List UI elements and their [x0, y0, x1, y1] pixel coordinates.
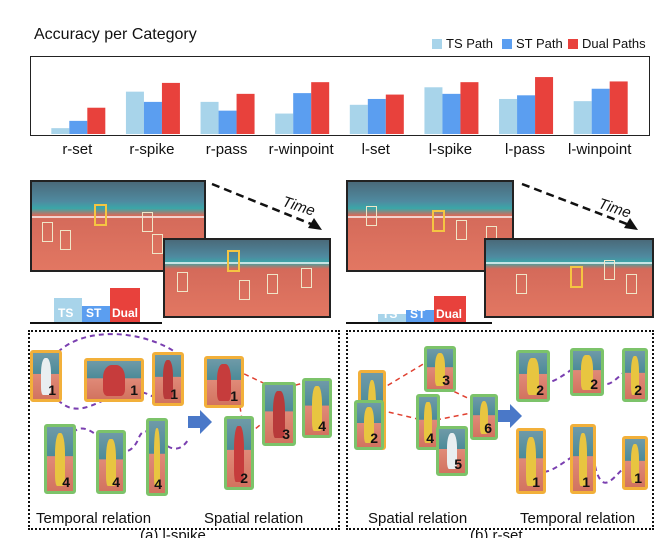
bar-r-spike-dual-paths: [161, 82, 180, 134]
player-crop-l5: 4: [96, 430, 126, 494]
bar-l-set-dual-paths: [385, 94, 404, 134]
spatial-caption-left: Spatial relation: [204, 510, 304, 527]
mini-chart-left: TS ST Dual: [30, 280, 162, 324]
legend-swatch-ts: [432, 38, 442, 49]
player-crop-r12: 1: [622, 436, 648, 490]
time-arrow-left: [211, 182, 322, 230]
spatial-caption-right: Spatial relation: [368, 510, 468, 527]
category-label-l-winpoint: l-winpoint: [568, 141, 632, 158]
mini-chart-right: TS ST Dual: [346, 280, 492, 324]
player-crop-r10: 1: [516, 428, 546, 494]
legend-label-ts: TS Path: [446, 36, 493, 51]
relation-links-right: [379, 359, 647, 484]
mini-bar-dual-left: [110, 288, 140, 322]
mini-bar-st-left: [82, 306, 110, 322]
bar-l-spike-dual-paths: [460, 82, 479, 134]
player-crop-l10: 4: [302, 378, 332, 438]
bar-r-spike-ts-path: [125, 91, 144, 134]
video-frame-right-2: [484, 238, 654, 318]
category-label-l-spike: l-spike: [428, 141, 473, 158]
player-crop-l7: 1: [204, 356, 244, 408]
bar-r-pass-dual-paths: [236, 93, 255, 134]
category-label-r-set: r-set: [62, 141, 93, 158]
legend-item-dual: Dual Paths: [568, 36, 646, 51]
player-crop-r2: 2: [354, 400, 384, 450]
legend-item-st: ST Path: [502, 36, 563, 51]
category-label-r-winpoint: r-winpoint: [268, 141, 334, 158]
mini-bar-ts-right: [378, 314, 406, 322]
player-crop-l8: 2: [224, 416, 254, 490]
relation-panel-right: [346, 330, 654, 530]
bar-r-set-ts-path: [51, 128, 70, 134]
bar-l-pass-st-path: [517, 95, 536, 134]
bar-l-winpoint-st-path: [591, 88, 610, 134]
temporal-caption-right: Temporal relation: [520, 510, 636, 527]
category-label-r-spike: r-spike: [129, 141, 175, 158]
player-crop-r9: 2: [622, 348, 648, 402]
bar-l-pass-ts-path: [499, 98, 518, 134]
bar-r-set-st-path: [69, 120, 88, 134]
chart-plot-area: [30, 56, 650, 136]
bar-l-winpoint-dual-paths: [609, 81, 628, 134]
mini-bar-ts-left: [54, 298, 82, 322]
player-crop-r8: 2: [570, 348, 604, 396]
bar-r-spike-st-path: [143, 101, 162, 134]
player-crop-r3: 3: [424, 346, 456, 392]
mini-label-ts-right: TS: [382, 307, 398, 321]
sub-caption-left: (a) l-spike: [140, 530, 206, 538]
video-frame-left-2: [163, 238, 331, 318]
legend-label-dual: Dual Paths: [582, 36, 646, 51]
player-crop-l6: 4: [146, 418, 168, 496]
sub-caption-right: (b) r-set: [470, 530, 523, 538]
player-crop-l3: 1: [152, 352, 184, 406]
player-crop-r5: 5: [436, 426, 468, 476]
bar-l-set-st-path: [367, 98, 386, 134]
bar-chart: [51, 77, 628, 134]
player-crop-r11: 1: [570, 424, 596, 494]
category-label-l-pass: l-pass: [505, 141, 546, 158]
bar-l-set-ts-path: [349, 104, 368, 134]
bar-r-winpoint-dual-paths: [311, 82, 330, 134]
player-crop-l4: 4: [44, 424, 76, 494]
mini-label-dual-left: Dual: [112, 306, 139, 320]
player-crop-r6: 6: [470, 394, 498, 440]
chart-title: Accuracy per Category: [34, 26, 197, 43]
temporal-caption-left: Temporal relation: [36, 510, 152, 527]
mini-bar-st-right: [406, 310, 434, 322]
bar-l-spike-ts-path: [424, 87, 443, 134]
player-crop-l1: 1: [30, 350, 62, 402]
category-label-r-pass: r-pass: [205, 141, 248, 158]
bar-l-spike-st-path: [442, 93, 461, 134]
time-arrow-right: [521, 182, 638, 230]
player-crop-r7: 2: [516, 350, 550, 402]
bar-r-pass-ts-path: [200, 101, 219, 134]
relation-panel-left: [28, 330, 340, 530]
legend-item-ts: TS Path: [432, 36, 493, 51]
bar-l-winpoint-ts-path: [573, 101, 592, 134]
player-crop-l9: 3: [262, 382, 296, 446]
bar-r-winpoint-ts-path: [275, 113, 294, 134]
bar-r-set-dual-paths: [87, 107, 106, 134]
bar-r-winpoint-st-path: [293, 93, 312, 134]
mini-bar-dual-right: [434, 296, 466, 322]
player-crop-l2: 1: [84, 358, 144, 402]
mini-label-st-right: ST: [410, 307, 426, 321]
mini-label-dual-right: Dual: [436, 307, 463, 321]
mini-label-st-left: ST: [86, 306, 102, 320]
legend-swatch-dual: [568, 38, 578, 49]
legend-label-st: ST Path: [516, 36, 563, 51]
category-label-l-set: l-set: [361, 141, 390, 158]
legend-swatch-st: [502, 38, 512, 49]
bar-r-pass-st-path: [218, 110, 237, 134]
mini-label-ts-left: TS: [58, 306, 74, 320]
bar-l-pass-dual-paths: [535, 77, 554, 134]
